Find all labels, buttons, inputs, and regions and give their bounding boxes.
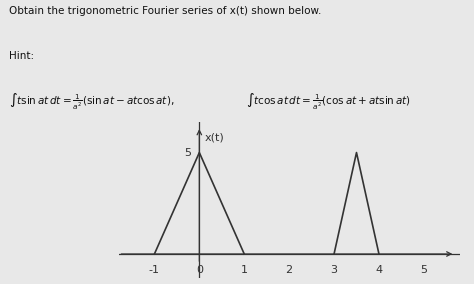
Text: 5: 5 (420, 265, 428, 275)
Text: 5: 5 (184, 148, 191, 158)
Text: $\int t\sin at\,dt = \frac{1}{a^2}(\sin at - at\cos at),$: $\int t\sin at\,dt = \frac{1}{a^2}(\sin … (9, 92, 175, 112)
Text: 1: 1 (241, 265, 248, 275)
Text: 0: 0 (196, 265, 203, 275)
Text: 2: 2 (285, 265, 293, 275)
Text: -1: -1 (149, 265, 160, 275)
Text: 3: 3 (330, 265, 337, 275)
Text: Hint:: Hint: (9, 51, 35, 61)
Text: $\int t\cos at\,dt = \frac{1}{a^2}(\cos at + at\sin at)$: $\int t\cos at\,dt = \frac{1}{a^2}(\cos … (246, 92, 411, 112)
Text: x(t): x(t) (205, 132, 225, 142)
Text: Obtain the trigonometric Fourier series of x(t) shown below.: Obtain the trigonometric Fourier series … (9, 6, 322, 16)
Text: 4: 4 (375, 265, 383, 275)
